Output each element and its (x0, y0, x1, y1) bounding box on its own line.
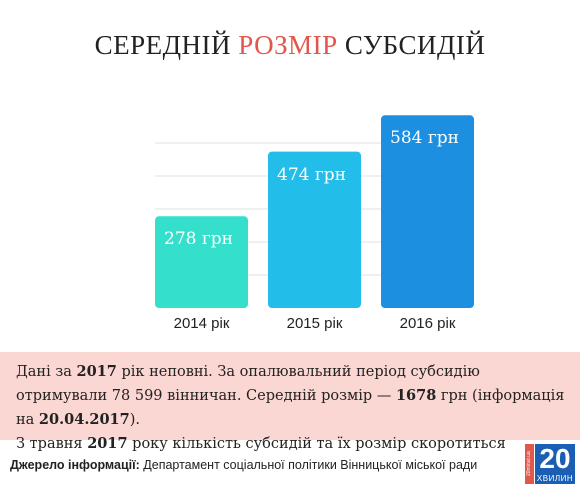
note-line3-bold: 2017 (87, 435, 128, 452)
note-text-1: Дані за (16, 364, 77, 380)
logo-box: 20 ХВИЛИН (535, 444, 575, 484)
note-paragraph: Дані за 2017 рік неповні. За опалювальни… (16, 360, 568, 432)
chart-title: СЕРЕДНІЙ РОЗМІР СУБСИДІЙ (0, 30, 580, 61)
bar-3 (381, 115, 474, 308)
bar-chart (155, 115, 474, 308)
category-label-2: 2015 рік (286, 315, 343, 332)
bar-value-label-3: 584 грн (390, 128, 459, 149)
note-text-3: грн (інформація на (16, 388, 565, 428)
source-text: Департамент соціальної політики Вінницьк… (139, 458, 478, 472)
bar-value-label-1: 278 грн (164, 229, 233, 250)
logo-20-khvylyn: 20minut.ua 20 ХВИЛИН (525, 444, 575, 484)
logo-side-text: 20minut.ua (525, 444, 534, 484)
note-text-2: рік неповні. За опалювальний період субс… (16, 364, 480, 404)
info-note: Дані за 2017 рік неповні. За опалювальни… (0, 352, 580, 452)
source-label: Джерело інформації: (10, 458, 140, 472)
note-bold-3: 20.04.2017 (38, 411, 130, 428)
bar-1 (155, 216, 248, 308)
note-bold-1: 2017 (76, 363, 117, 380)
category-label-1: 2014 рік (173, 315, 230, 332)
title-accent: РОЗМІР (238, 30, 338, 60)
logo-word: ХВИЛИН (536, 474, 574, 483)
note-line3-pre: З травня (16, 436, 88, 452)
note-line3-post: року кількість субсидій та їх розмір ско… (127, 436, 506, 452)
bar-2 (268, 151, 361, 308)
title-part-1: СЕРЕДНІЙ (94, 30, 239, 60)
note-text-4: ). (129, 412, 141, 428)
note-last-line: З травня 2017 року кількість субсидій та… (16, 432, 568, 456)
note-bold-2: 1678 (395, 387, 437, 404)
bar-value-label-2: 474 грн (277, 164, 346, 185)
category-label-3: 2016 рік (399, 315, 456, 332)
source-line: Джерело інформації: Департамент соціальн… (10, 458, 477, 472)
title-part-2: СУБСИДІЙ (337, 30, 486, 60)
logo-number: 20 (539, 443, 571, 474)
